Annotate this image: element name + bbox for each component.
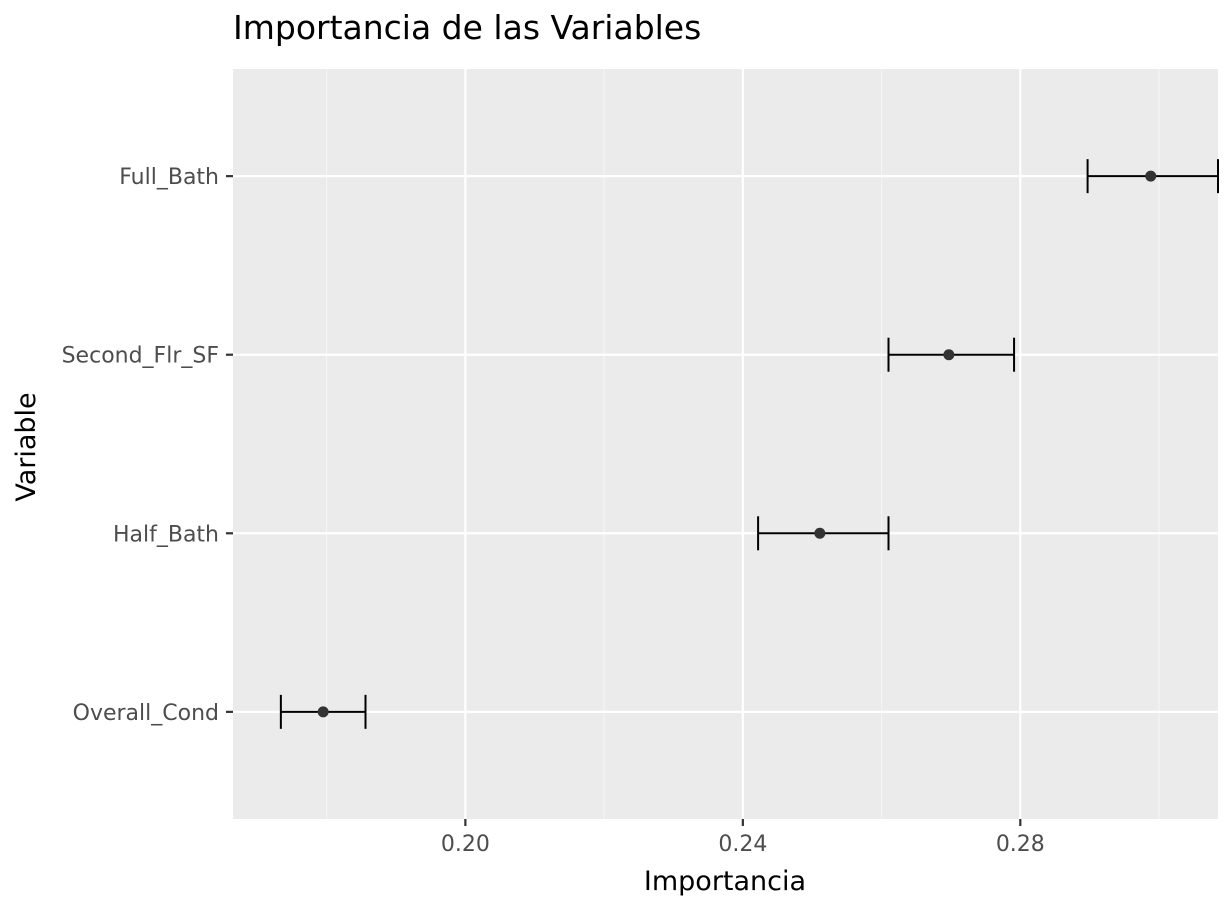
x-axis: 0.20 0.24 0.28: [441, 819, 1045, 857]
plot-panel: [233, 69, 1218, 819]
data-point: [1145, 170, 1157, 182]
x-tick-label: 0.20: [441, 832, 490, 857]
data-point: [943, 349, 955, 361]
x-tick-label: 0.24: [718, 832, 767, 857]
x-axis-title: Importancia: [644, 866, 806, 897]
y-axis-title: Variable: [11, 392, 42, 501]
y-axis: Full_Bath Second_Flr_SF Half_Bath Overall_C…: [62, 165, 233, 726]
y-tick-label: Second_Flr_SF: [62, 344, 219, 369]
y-tick-label: Half_Bath: [113, 522, 219, 547]
chart-title: Importancia de las Variables: [233, 8, 701, 47]
data-marks: [279, 159, 1219, 729]
y-tick-label: Full_Bath: [119, 165, 219, 190]
y-tick-label: Overall_Cond: [73, 701, 219, 726]
grid-lines: [233, 69, 1218, 819]
data-point: [317, 706, 329, 718]
data-point: [814, 527, 826, 539]
x-tick-label: 0.28: [996, 832, 1045, 857]
